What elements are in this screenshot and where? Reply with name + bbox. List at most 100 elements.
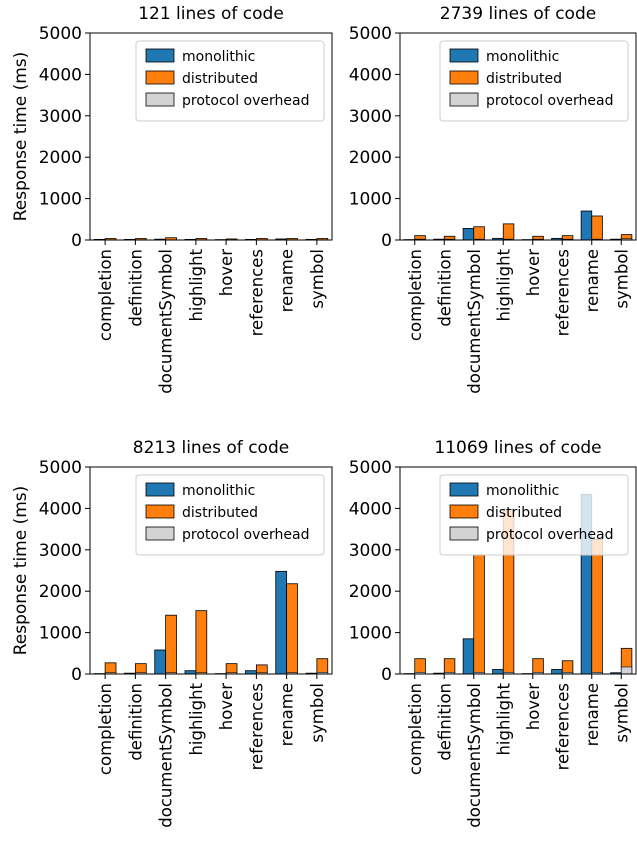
y-tick-label: 4000 (349, 65, 392, 85)
chart-panel-2: 2739 lines of code 0 1000 2000 3000 4000 5000 c… (349, 4, 637, 394)
plot-frame (399, 466, 637, 675)
chart-title: 8213 lines of code (133, 438, 289, 458)
bar-distributed-hover (532, 658, 544, 675)
legend-swatch-2 (449, 504, 479, 519)
bar-distributed-highlight (502, 223, 515, 241)
y-tick-label: 1000 (349, 190, 392, 210)
bar-monolithic-documentSymbol (462, 638, 475, 675)
y-tick-label: 2000 (349, 582, 392, 602)
legend-label-1: monolithic (182, 483, 255, 499)
x-tick-label: references (247, 683, 266, 770)
bar-distributed-definition (443, 658, 456, 675)
x-tick-label: hover (217, 683, 236, 730)
y-tick-label: 5000 (39, 458, 82, 478)
legend-label-1: monolithic (486, 483, 559, 499)
legend-swatch-1 (145, 48, 175, 63)
bar-distributed-rename (591, 539, 603, 675)
bar-overhead-symbol (620, 666, 633, 675)
legend-label-2: distributed (486, 505, 562, 521)
bar-monolithic-rename (580, 210, 593, 241)
legend-swatch-3 (145, 92, 175, 107)
x-tick-label: highlight (494, 248, 513, 321)
x-tick-label: highlight (187, 682, 206, 755)
x-tick-label: highlight (494, 682, 513, 755)
y-tick-label: 1000 (349, 624, 392, 644)
bar-distributed-references (561, 660, 574, 675)
y-tick-label: 0 (381, 231, 392, 251)
x-tick-label: highlight (187, 248, 206, 321)
bar-distributed-rename (286, 583, 298, 675)
y-tick-label: 0 (71, 231, 82, 251)
x-tick-label: completion (96, 683, 115, 775)
x-tick-label: definition (126, 683, 145, 761)
plot-frame (89, 32, 333, 241)
bar-distributed-documentSymbol (473, 226, 485, 241)
y-tick-label: 2000 (39, 582, 82, 602)
x-tick-label: references (553, 249, 572, 336)
x-tick-label: symbol (308, 683, 327, 743)
bar-distributed-documentSymbol (165, 614, 177, 675)
legend-swatch-1 (145, 482, 175, 497)
x-tick-label: symbol (612, 683, 631, 743)
bar-monolithic-highlight (492, 669, 504, 675)
bar-monolithic-rename (275, 570, 288, 675)
x-tick-label: symbol (612, 249, 631, 309)
legend-swatch-1 (449, 48, 479, 63)
y-tick-label: 3000 (39, 107, 82, 127)
legend: monolithic distributed protocol overhead (135, 40, 325, 122)
legend-label-3: protocol overhead (486, 527, 613, 543)
y-tick-label: 5000 (349, 458, 392, 478)
y-tick-label: 4000 (39, 65, 82, 85)
legend-box (135, 40, 325, 122)
legend-label-3: protocol overhead (182, 527, 309, 543)
chart-title: 121 lines of code (138, 4, 284, 24)
y-tick-label: 1000 (39, 190, 82, 210)
chart-panel-1: 121 lines of code Response time (ms) 0 1000… (11, 4, 333, 394)
y-axis-label: Response time (ms) (11, 52, 31, 222)
x-tick-label: hover (524, 249, 543, 296)
x-tick-label: documentSymbol (157, 249, 176, 394)
x-tick-label: completion (406, 683, 425, 775)
bar-distributed-completion (104, 662, 117, 675)
legend-label-2: distributed (182, 505, 258, 521)
chart-title: 2739 lines of code (440, 4, 596, 24)
y-axis-label: Response time (ms) (11, 486, 31, 656)
x-tick-label: completion (406, 249, 425, 341)
x-tick-label: hover (217, 249, 236, 296)
x-tick-label: rename (583, 683, 602, 746)
bar-distributed-highlight (195, 610, 208, 675)
legend-swatch-2 (449, 70, 479, 85)
legend: monolithic distributed protocol overhead (439, 40, 629, 122)
legend-box (439, 474, 629, 556)
legend-swatch-3 (449, 526, 479, 541)
x-tick-label: rename (278, 249, 297, 312)
x-tick-label: completion (96, 249, 115, 341)
x-tick-label: references (553, 683, 572, 770)
y-tick-label: 3000 (349, 541, 392, 561)
bar-distributed-hover (225, 663, 238, 675)
legend: monolithic distributed protocol overhead (439, 474, 629, 556)
y-tick-label: 4000 (39, 499, 82, 519)
chart-panel-3: 8213 lines of code Response time (ms) 0 100… (11, 438, 333, 828)
legend-swatch-3 (449, 92, 479, 107)
x-tick-label: rename (278, 683, 297, 746)
bar-distributed-symbol (316, 658, 329, 675)
x-tick-label: documentSymbol (465, 249, 484, 394)
x-tick-label: hover (524, 683, 543, 730)
y-tick-label: 0 (381, 665, 392, 685)
y-tick-label: 2000 (349, 148, 392, 168)
x-tick-label: definition (435, 683, 454, 761)
bar-distributed-definition (134, 663, 147, 675)
bar-distributed-documentSymbol (473, 554, 485, 675)
chart-title: 11069 lines of code (434, 438, 601, 458)
y-tick-label: 5000 (39, 24, 82, 44)
y-tick-label: 2000 (39, 148, 82, 168)
y-tick-label: 1000 (39, 624, 82, 644)
bar-monolithic-documentSymbol (154, 649, 167, 675)
x-tick-label: references (247, 249, 266, 336)
bar-distributed-completion (414, 658, 426, 675)
y-tick-label: 5000 (349, 24, 392, 44)
legend-box (135, 474, 325, 556)
y-tick-label: 4000 (349, 499, 392, 519)
